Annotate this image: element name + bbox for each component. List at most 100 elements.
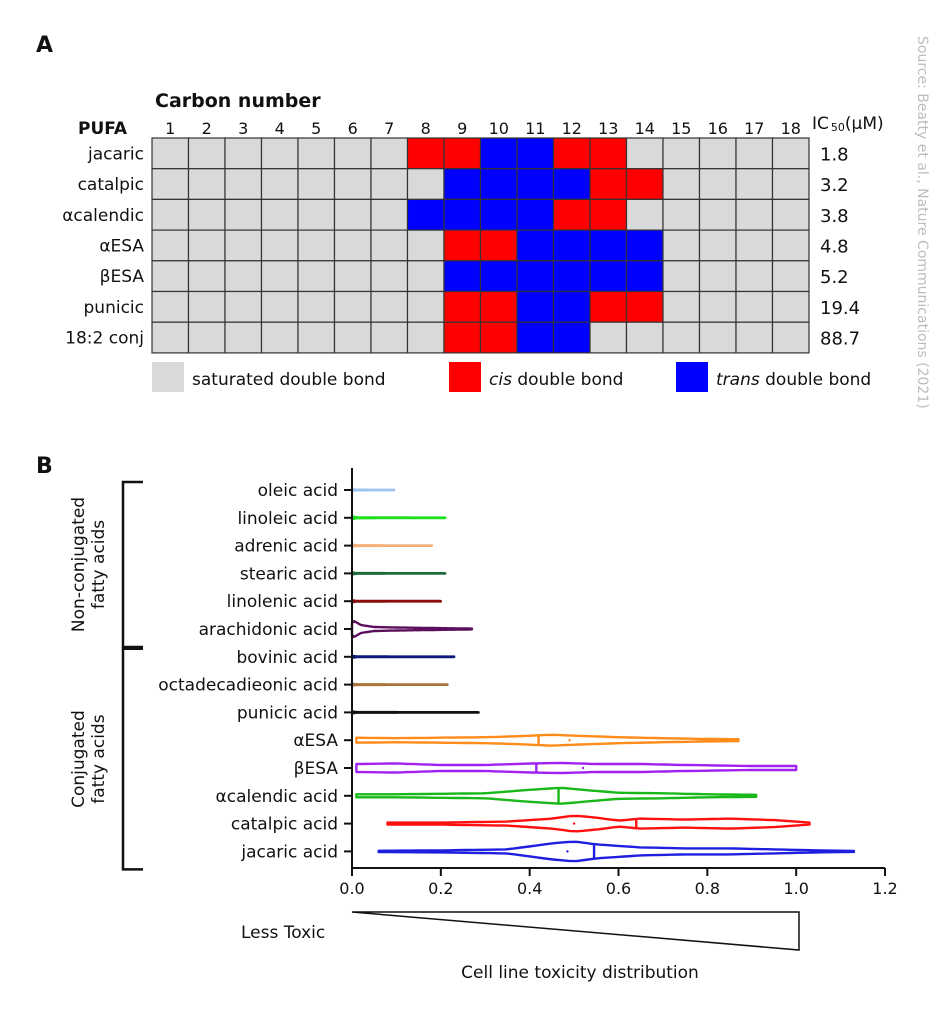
cell-4-3 (224, 229, 263, 262)
cell-2-3 (224, 168, 263, 200)
cell-3-1 (151, 198, 190, 231)
legend-swatch-C (449, 362, 481, 392)
ic50-header: IC 50(μM) (812, 114, 884, 134)
cell-6-17 (735, 290, 774, 323)
violin-label: βESA (294, 759, 339, 779)
carbon-label-14: 14 (635, 119, 655, 138)
violin-shape (386, 814, 811, 833)
cell-6-1 (151, 290, 190, 323)
violin-shape (350, 599, 442, 604)
cell-4-5 (297, 229, 336, 262)
cell-4-16 (698, 229, 737, 262)
cell-6-9 (443, 290, 482, 323)
cell-4-12 (552, 229, 591, 262)
cell-6-3 (224, 290, 263, 323)
violin-label: octadecadieonic acid (158, 676, 338, 696)
wedge-label: Less Toxic (241, 923, 325, 943)
ic50-header-unit: (μM) (845, 114, 884, 134)
cell-4-2 (187, 229, 226, 262)
pufa-label: βESA (100, 267, 145, 287)
cell-3-7 (370, 198, 409, 231)
cell-1-4 (260, 137, 299, 170)
violin-label: stearic acid (240, 564, 338, 584)
carbon-label-18: 18 (781, 119, 801, 138)
carbon-label-9: 9 (457, 119, 467, 138)
cell-1-1 (151, 137, 190, 170)
carbon-number-labels: 1 2 3 4 5 6 7 8 9 10 11 12 13 14 15 16 17 18 (165, 119, 801, 138)
cell-2-4 (260, 168, 299, 200)
cell-1-12 (552, 137, 591, 170)
cell-5-18 (771, 260, 810, 293)
cell-5-7 (370, 260, 409, 293)
violin-label: linolenic acid (227, 592, 338, 612)
violin-9 (355, 733, 740, 747)
x-tick-label: 0.8 (695, 879, 720, 898)
cell-7-18 (771, 321, 810, 354)
cell-7-7 (370, 321, 409, 354)
cell-3-11 (516, 198, 555, 231)
violin-shape (350, 710, 480, 715)
cell-6-4 (260, 290, 299, 323)
violin-label: punicic acid (237, 703, 338, 723)
ic50-value: 1.8 (820, 144, 849, 165)
violin-11 (355, 786, 758, 805)
cell-7-1 (151, 321, 190, 354)
violin-mean (581, 766, 585, 770)
group-label: Non-conjugatedfatty acids (69, 497, 109, 632)
carbon-label-4: 4 (275, 119, 285, 138)
violin-label: jacaric acid (240, 842, 338, 862)
cell-2-16 (698, 168, 737, 200)
carbon-label-1: 1 (165, 119, 175, 138)
cell-3-18 (771, 198, 810, 231)
cell-3-8 (406, 198, 445, 231)
violin-label: oleic acid (258, 481, 338, 501)
cell-7-16 (698, 321, 737, 354)
cell-4-1 (151, 229, 190, 262)
ic50-header-main: IC (812, 114, 829, 134)
x-tick-label: 0.2 (428, 879, 453, 898)
group-bracket (121, 480, 143, 649)
legend-label-S: saturated double bond (192, 370, 386, 390)
cell-1-3 (224, 137, 263, 170)
carbon-label-15: 15 (671, 119, 691, 138)
ic50-header-sub: 50 (831, 121, 845, 134)
cell-6-6 (333, 290, 372, 323)
violin-2 (350, 543, 434, 548)
carbon-label-6: 6 (348, 119, 358, 138)
violin-label: αESA (293, 731, 338, 751)
cell-2-6 (333, 168, 372, 200)
violin-mean (572, 822, 576, 825)
cell-5-12 (552, 260, 591, 293)
cell-2-9 (443, 168, 482, 200)
panel-b-label: B (36, 454, 53, 479)
violin-shape (350, 620, 474, 638)
cell-6-7 (370, 290, 409, 323)
cell-7-14 (625, 321, 664, 354)
carbon-label-8: 8 (421, 119, 431, 138)
cell-6-11 (516, 290, 555, 323)
cell-7-11 (516, 321, 555, 354)
cell-2-18 (771, 168, 810, 200)
cell-6-13 (589, 290, 628, 323)
cell-1-16 (698, 137, 737, 170)
ic50-value: 4.8 (820, 236, 849, 257)
cell-5-14 (625, 260, 664, 293)
carbon-number-title: Carbon number (155, 90, 321, 112)
cell-6-16 (698, 290, 737, 323)
cell-5-6 (333, 260, 372, 293)
pufa-label: punicic (84, 298, 144, 318)
cell-3-13 (589, 198, 628, 231)
violin-5 (350, 620, 474, 638)
ic50-value: 88.7 (820, 329, 860, 350)
group-label: Conjugatedfatty acids (69, 710, 109, 808)
violin-label: arachidonic acid (199, 620, 338, 640)
violin-shape (350, 654, 456, 659)
cell-3-4 (260, 198, 299, 231)
cell-5-4 (260, 260, 299, 293)
carbon-label-13: 13 (598, 119, 618, 138)
cell-2-7 (370, 168, 409, 200)
cell-2-8 (406, 168, 445, 200)
cell-7-15 (662, 321, 701, 354)
group-brackets: Non-conjugatedfatty acids Conjugatedfatty… (69, 480, 143, 871)
x-axis-title: Cell line toxicity distribution (461, 963, 699, 983)
